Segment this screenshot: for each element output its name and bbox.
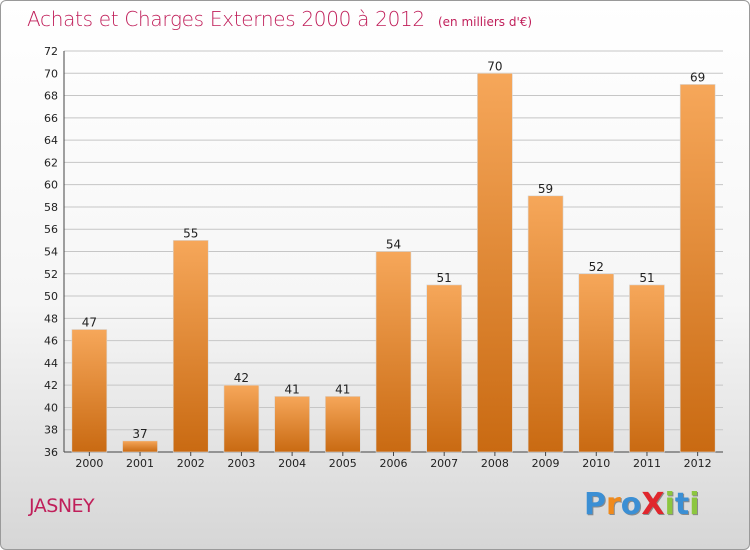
x-tick-label: 2010 [582,457,610,470]
x-tick-label: 2007 [430,457,458,470]
bar-2004 [274,396,310,453]
x-tick-labels: 2000 2001 2002 2003 2004 2005 2006 2007 2008 2009… [75,452,712,470]
logo-letter: i [664,487,675,522]
y-tick-label: 50 [44,290,58,303]
y-tick-label: 70 [44,67,58,80]
bar-2009 [527,195,564,453]
x-tick-label: 2000 [75,457,103,470]
x-tick-label: 2011 [633,457,661,470]
bar-2010 [578,273,615,453]
bar-2008 [477,72,513,453]
y-tick-label: 68 [44,90,58,103]
y-tick-label: 40 [44,401,58,414]
bar-value-label: 54 [386,238,401,252]
chart-title: Achats et Charges Externes 2000 à 2012 (… [27,7,532,31]
y-tick-label: 60 [44,179,58,192]
bar-value-label: 52 [589,260,604,274]
y-tick-label: 36 [44,446,58,459]
y-tick-label: 42 [44,379,58,392]
y-tick-label: 46 [44,335,58,348]
bar-value-label: 59 [538,182,553,196]
bar-value-label: 41 [335,382,350,396]
chart-title-unit: (en milliers d'€) [437,15,533,29]
x-tick-label: 2002 [177,457,205,470]
bar-value-label: 70 [487,59,502,73]
y-tick-label: 44 [44,357,58,370]
x-tick-label: 2001 [126,457,154,470]
y-tick-label: 64 [44,134,58,147]
logo-letter: o [620,487,642,522]
bar-value-label: 42 [234,371,249,385]
y-tick-label: 52 [44,268,58,281]
y-tick-label: 72 [44,45,58,58]
logo-letter: X [641,487,665,522]
y-tick-label: 62 [44,156,58,169]
x-tick-label: 2012 [684,457,712,470]
bar-value-label: 47 [82,315,97,329]
logo-letter: i [689,487,700,522]
bar-2003 [223,384,260,453]
bar-2006 [375,251,412,453]
x-tick-label: 2006 [380,457,408,470]
x-tick-label: 2005 [329,457,357,470]
x-tick-label: 2003 [227,457,255,470]
bar-value-label: 41 [284,382,299,396]
bar-value-labels: 47 37 55 42 41 41 54 51 70 59 52 51 69 [82,59,706,441]
x-tick-label: 2008 [481,457,509,470]
bars [71,72,716,453]
y-tick-label: 54 [44,246,58,259]
y-tick-label: 58 [44,201,58,214]
bar-2012 [679,84,716,453]
bar-value-label: 51 [639,271,654,285]
bar-value-label: 55 [183,226,198,240]
bar-2007 [426,284,462,453]
logo-letter: P [584,487,606,522]
y-tick-label: 56 [44,223,58,236]
chart-title-main: Achats et Charges Externes 2000 à 2012 [27,7,425,31]
bar-2005 [325,396,361,453]
logo-letter: t [674,487,690,522]
bar-2002 [172,240,209,453]
y-tick-labels: 36 38 40 42 44 46 48 50 52 54 56 58 60 62 64 66 68 70 72 [44,45,58,459]
bar-value-label: 69 [690,70,705,84]
bar-2000 [71,329,108,453]
proxiti-logo: ProXiti [584,487,700,522]
y-tick-label: 48 [44,312,58,325]
commune-name: JASNEY [29,495,95,517]
bar-2011 [629,284,665,453]
y-tick-label: 38 [44,424,58,437]
bar-value-label: 37 [132,427,147,441]
logo-letter: r [606,487,621,522]
bar-value-label: 51 [437,271,452,285]
x-tick-label: 2009 [532,457,560,470]
x-tick-label: 2004 [278,457,306,470]
y-tick-label: 66 [44,112,58,125]
bar-2001 [122,440,158,453]
